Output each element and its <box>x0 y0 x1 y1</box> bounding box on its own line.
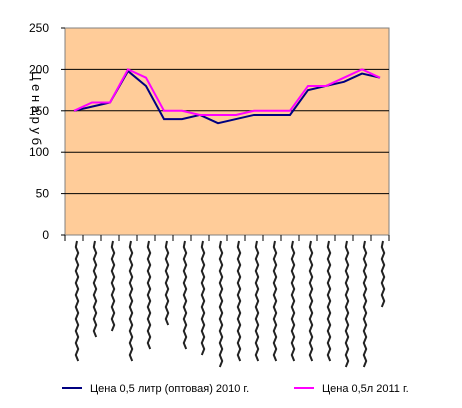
x-tick-label <box>308 240 314 362</box>
x-tick-label <box>254 240 260 362</box>
x-tick-label <box>182 240 188 350</box>
x-tick-label <box>236 240 242 362</box>
x-tick-label <box>110 240 116 332</box>
y-tick-label: 0 <box>42 228 49 242</box>
legend-label-2010: Цена 0,5 литр (оптовая) 2010 г. <box>90 383 249 395</box>
y-tick-label: 50 <box>36 187 50 201</box>
x-tick-label <box>74 240 80 362</box>
y-axis-ticks: 0 50 100 150 200 250 <box>29 21 65 242</box>
x-tick-label <box>380 240 386 308</box>
x-tick-label <box>146 240 152 350</box>
y-tick-label: 100 <box>29 145 49 159</box>
series-lines <box>73 68 381 125</box>
x-tick-label <box>164 240 170 326</box>
gridlines <box>65 68 389 195</box>
y-tick-label: 250 <box>29 21 49 35</box>
legend-label-2011: Цена 0,5л 2011 г. <box>322 383 409 395</box>
y-tick-label: 200 <box>29 62 49 76</box>
x-tick-label <box>92 240 98 338</box>
y-tick-label: 150 <box>29 104 49 118</box>
legend: Цена 0,5 литр (оптовая) 2010 г. Цена 0,5… <box>62 383 409 395</box>
x-tick-label <box>272 240 278 362</box>
x-tick-label <box>128 240 134 362</box>
x-tick-label <box>344 240 350 368</box>
plot-area <box>64 27 390 236</box>
x-tick-label <box>362 240 368 368</box>
x-tick-label <box>218 240 224 368</box>
y-axis-label: Ц е н а р у б <box>29 71 44 145</box>
x-axis-ticks <box>64 235 390 241</box>
x-axis-tick-labels <box>74 240 386 368</box>
x-tick-label <box>200 240 206 356</box>
x-tick-label <box>290 240 296 362</box>
x-tick-label <box>326 240 332 362</box>
series-line-1 <box>73 68 381 116</box>
